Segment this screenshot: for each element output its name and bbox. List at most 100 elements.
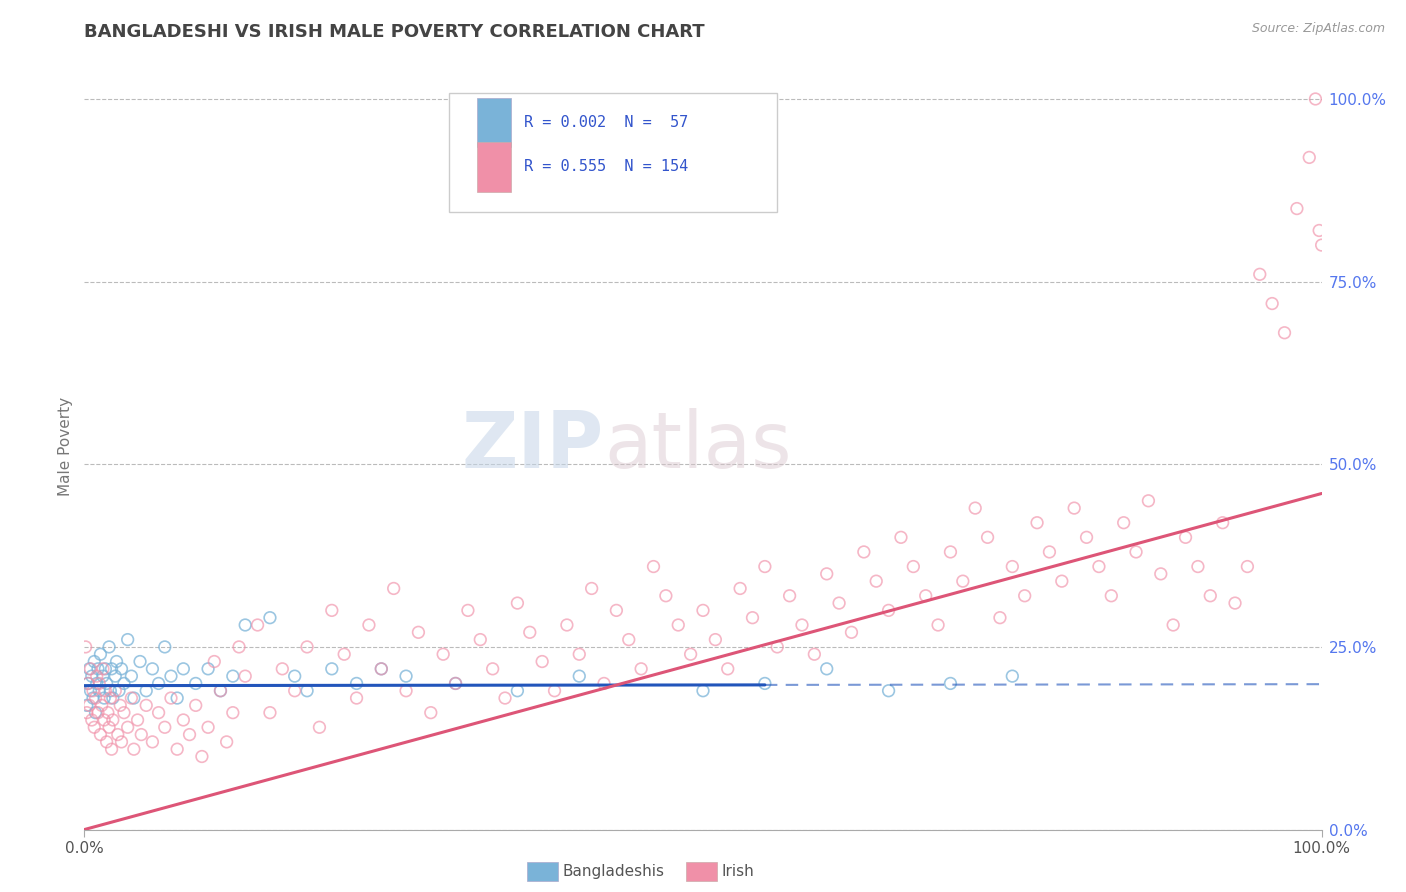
Point [80,713,103,727]
Point [1161,618,1184,632]
Point [77,676,100,690]
Point [79,662,101,676]
Point [1125,545,1147,559]
Point [952,574,974,589]
Point [1063,501,1085,516]
Point [481,662,503,676]
Point [1112,516,1135,530]
Point [914,589,936,603]
Point [717,662,740,676]
Point [87,662,110,676]
Point [927,618,949,632]
Text: R = 0.555  N = 154: R = 0.555 N = 154 [523,160,688,175]
Point [877,683,900,698]
Point [82,683,104,698]
Point [160,691,183,706]
Point [1076,530,1098,544]
Point [271,662,294,676]
Point [643,559,665,574]
Point [321,662,343,676]
Point [790,618,813,632]
Point [679,647,702,661]
Point [295,683,318,698]
Point [101,713,124,727]
Point [1236,559,1258,574]
Point [96,676,118,690]
Point [135,698,157,713]
Point [222,706,245,720]
Point [1223,596,1246,610]
Point [84,691,107,706]
Point [1150,566,1173,581]
Point [179,728,201,742]
Point [105,655,128,669]
Point [939,545,962,559]
Point [877,603,900,617]
Point [166,691,188,706]
Point [333,647,356,661]
Point [148,676,170,690]
Point [122,742,145,756]
Point [568,669,591,683]
Point [593,676,616,690]
Point [841,625,863,640]
Point [494,691,516,706]
Point [153,640,176,654]
Point [692,603,714,617]
Point [259,706,281,720]
Point [308,720,330,734]
Point [184,676,207,690]
Point [98,640,121,654]
Point [112,676,135,690]
Point [295,640,318,654]
Point [1050,574,1073,589]
Text: atlas: atlas [605,408,792,484]
Point [803,647,825,661]
Point [197,720,219,734]
Point [110,698,132,713]
Text: Bangladeshis: Bangladeshis [562,864,665,879]
Point [408,625,430,640]
Point [110,662,132,676]
Point [222,669,245,683]
Point [890,530,912,544]
Point [457,603,479,617]
Point [100,662,122,676]
Point [75,640,97,654]
Point [89,647,111,661]
Point [110,735,132,749]
Point [76,698,98,713]
Point [370,662,392,676]
Point [79,662,101,676]
Point [519,625,541,640]
Point [101,691,124,706]
Point [117,720,139,734]
Point [108,683,131,698]
Point [470,632,492,647]
Point [815,566,838,581]
Point [1174,530,1197,544]
Point [1088,559,1111,574]
Point [160,669,183,683]
Point [284,669,307,683]
Point [692,683,714,698]
FancyBboxPatch shape [477,97,512,147]
FancyBboxPatch shape [477,142,512,192]
Point [346,676,368,690]
Point [704,632,727,647]
Point [98,683,121,698]
Point [100,742,122,756]
Point [1249,268,1271,282]
Point [80,669,103,683]
Point [83,655,105,669]
Point [84,706,107,720]
Point [104,683,127,698]
Point [129,655,152,669]
Point [666,618,689,632]
Point [506,683,529,698]
Point [1310,238,1333,252]
Point [370,662,392,676]
Point [828,596,851,610]
Point [197,662,219,676]
Point [172,713,194,727]
